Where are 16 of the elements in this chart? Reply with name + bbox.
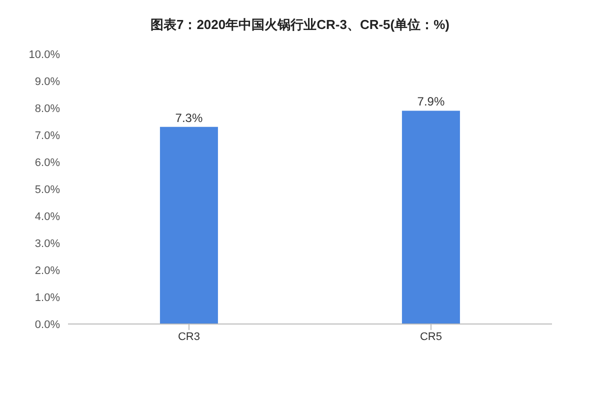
y-tick-label: 5.0% xyxy=(34,184,60,196)
y-tick-label: 10.0% xyxy=(28,48,60,61)
y-tick-label: 0.0% xyxy=(34,318,60,331)
y-tick-label: 6.0% xyxy=(34,156,60,169)
data-label: 7.9% xyxy=(417,94,445,109)
y-tick-label: 8.0% xyxy=(34,102,60,115)
y-tick-label: 4.0% xyxy=(34,210,60,223)
data-label: 7.3% xyxy=(175,110,203,125)
y-tick-label: 1.0% xyxy=(34,292,60,304)
y-tick-label: 3.0% xyxy=(34,238,60,250)
x-tick-label: CR5 xyxy=(420,330,442,343)
y-tick-label: 9.0% xyxy=(34,76,60,88)
chart-title: 图表7：2020年中国火锅行业CR-3、CR-5(单位：%) xyxy=(149,16,451,34)
y-tick-label: 7.0% xyxy=(34,130,60,142)
y-tick-label: 2.0% xyxy=(34,264,60,277)
x-tick-label: CR3 xyxy=(178,330,200,343)
